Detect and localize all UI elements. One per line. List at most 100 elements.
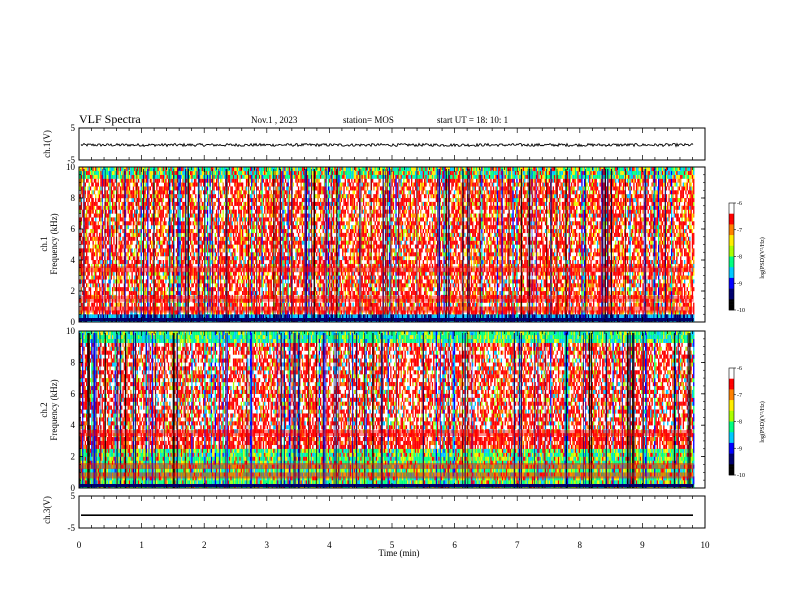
p2-pixel [89, 306, 92, 311]
p2-pixel [253, 256, 255, 261]
p2-pixel [166, 205, 168, 210]
p2-pixel [223, 294, 226, 299]
p2-pixel [200, 229, 202, 234]
p2-pixel [170, 221, 172, 226]
p2-pixel [136, 298, 138, 303]
p2-pixel [114, 205, 116, 210]
p2-pixel [205, 205, 207, 210]
p2-pixel [128, 182, 131, 187]
p2-pixel [255, 244, 257, 249]
p2-pixel [247, 298, 249, 303]
p2-pixel [93, 225, 96, 230]
p2-pixel [206, 267, 209, 272]
p2-pixel [87, 310, 89, 315]
p2-pixel [245, 310, 248, 315]
p2-pixel [175, 182, 177, 187]
p2-pixel [282, 229, 284, 234]
p2-pixel [253, 310, 255, 315]
p2-pixel [128, 275, 131, 280]
p2-pixel [253, 194, 255, 199]
p2-pixel [136, 283, 138, 288]
p2-pixel [167, 225, 170, 230]
p2-pixel [247, 194, 249, 199]
p2-pixel [156, 232, 158, 237]
p2-pixel [218, 229, 220, 234]
p2-pixel [257, 217, 259, 222]
p2-pixel [113, 167, 115, 172]
p2-pixel [100, 182, 102, 187]
p2-pixel [166, 263, 168, 268]
p2-pixel [166, 209, 168, 214]
p2-pixel [201, 310, 203, 315]
p2-pixel [157, 314, 159, 319]
p2-pixel [131, 298, 133, 303]
p2-pixel [238, 279, 240, 284]
p2-pixel [127, 252, 129, 257]
p2-pixel [88, 232, 90, 237]
p2-pixel [251, 205, 253, 210]
p2-pixel [135, 194, 137, 199]
p2-pixel [277, 186, 279, 191]
p2-pixel [278, 201, 280, 206]
p2-pixel [209, 287, 211, 292]
p2-pixel [203, 248, 205, 253]
p2-pixel [166, 248, 168, 253]
p2-pixel [186, 232, 188, 237]
p2-pixel [92, 314, 94, 319]
p2-pixel [108, 306, 110, 311]
p2-pixel [128, 294, 131, 299]
p2-pixel [249, 174, 252, 179]
p2-pixel [239, 194, 241, 199]
p2-pixel [208, 298, 210, 303]
p2-pixel [284, 229, 287, 234]
p2-pixel [157, 267, 159, 272]
p2-pixel [139, 229, 141, 234]
p2-pixel [265, 267, 267, 272]
p2-pixel [82, 213, 84, 218]
p2-pixel [229, 232, 231, 237]
p2-pixel [205, 174, 207, 179]
p2-pixel [210, 232, 213, 237]
p2-pixel [216, 256, 218, 261]
p2-pixel [270, 194, 272, 199]
p2-pixel [157, 174, 159, 179]
p2-pixel [253, 178, 255, 183]
p2-pixel [145, 178, 148, 183]
p2-pixel [219, 294, 222, 299]
p2-pixel [261, 167, 263, 172]
p2-pixel [199, 178, 201, 183]
p2-pixel [251, 291, 253, 296]
p2-pixel [112, 232, 114, 237]
p2-pixel [174, 236, 176, 241]
p2-pixel [269, 205, 271, 210]
p2-pixel [79, 260, 81, 265]
p2-pixel [282, 248, 284, 253]
p2-pixel [262, 294, 265, 299]
p2-pixel [171, 201, 174, 206]
p2-pixel [86, 294, 88, 299]
p2-pixel [79, 167, 81, 172]
p2-pixel [221, 252, 223, 257]
p2-pixel [282, 310, 284, 315]
p2-pixel [109, 283, 111, 288]
p2-pixel [221, 225, 223, 230]
p2-pixel [88, 310, 90, 315]
p2-pixel [87, 271, 89, 276]
p2-pixel [180, 314, 183, 319]
p2-pixel [127, 194, 129, 199]
p2-pixel [132, 263, 135, 268]
p2-pixel [158, 167, 161, 172]
p2-pixel [206, 260, 209, 265]
p2-pixel [87, 291, 89, 296]
p2-spectrum [79, 167, 695, 323]
p2-pixel [275, 174, 278, 179]
p2-pixel [261, 252, 263, 257]
p2-pixel [242, 267, 244, 272]
p2-pixel [266, 174, 268, 179]
p2-pixel [105, 198, 107, 203]
p2-pixel [126, 182, 128, 187]
p2-pixel [180, 182, 183, 187]
p2-pixel [190, 213, 192, 218]
p2-pixel [186, 314, 188, 319]
p2-pixel [199, 291, 201, 296]
